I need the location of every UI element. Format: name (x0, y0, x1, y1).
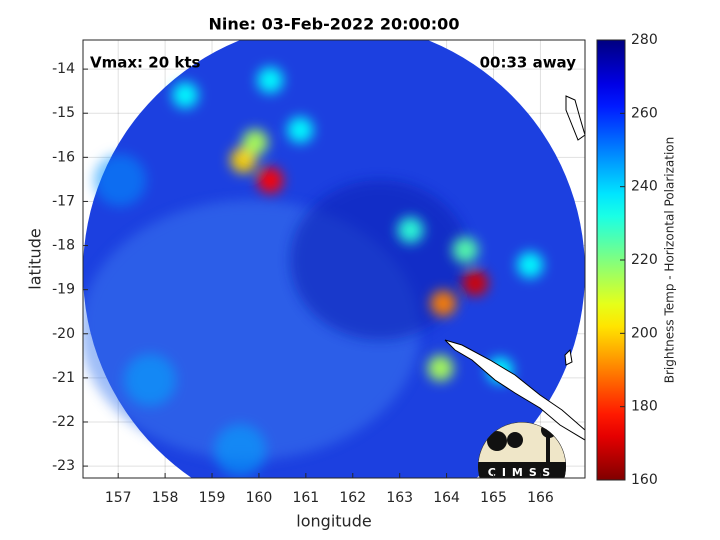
y-axis-label: latitude (26, 228, 45, 289)
annotation: Vmax: 20 kts (90, 54, 200, 72)
hotspots (94, 67, 544, 477)
annotation: 00:33 away (480, 54, 577, 72)
x-tick-label: 163 (386, 490, 413, 506)
coastline (564, 348, 573, 366)
y-tick-label: -16 (52, 149, 75, 165)
x-tick-label: 159 (199, 490, 226, 506)
hotspot (124, 354, 177, 407)
y-tick-label: -22 (52, 414, 75, 430)
coastline (565, 95, 585, 141)
y-tick-label: -20 (52, 326, 75, 342)
colorbar-tick-label: 220 (631, 252, 658, 268)
hotspot (462, 270, 489, 297)
hotspot (214, 424, 267, 477)
colorbar-tick-label: 260 (631, 105, 658, 121)
hotspot (257, 67, 284, 94)
hotspot (287, 116, 314, 143)
x-tick-label: 166 (527, 490, 554, 506)
x-tick-label: 161 (292, 490, 319, 506)
hotspot (257, 167, 284, 194)
hotspot (242, 129, 269, 156)
hotspot (517, 251, 544, 278)
hotspot (452, 236, 479, 263)
hotspot (94, 154, 147, 207)
y-tick-label: -15 (52, 105, 75, 121)
colorbar-tick-label: 280 (631, 32, 658, 48)
x-tick-label: 164 (433, 490, 460, 506)
x-tick-label: 157 (105, 490, 132, 506)
hotspot (430, 290, 457, 317)
x-tick-label: 160 (246, 490, 273, 506)
y-tick-label: -18 (52, 238, 75, 254)
x-axis-label: longitude (296, 512, 371, 531)
x-tick-label: 162 (339, 490, 366, 506)
hotspot (427, 355, 454, 382)
colorbar-tick-label: 180 (631, 399, 658, 415)
hotspot (172, 82, 199, 109)
hotspot (397, 217, 424, 244)
chart-title: Nine: 03-Feb-2022 20:00:00 (209, 15, 460, 34)
logo (478, 422, 566, 478)
y-tick-label: -19 (52, 282, 75, 298)
colorbar-label: Brightness Temp - Horizontal Polarizatio… (663, 137, 677, 384)
swath-shade (290, 180, 470, 340)
coastline (444, 339, 585, 441)
colorbar-tick-label: 200 (631, 325, 658, 341)
logo-text: CIMSS (488, 466, 556, 479)
plot-frame (82, 39, 586, 479)
colorbar-tick-label: 240 (631, 179, 658, 195)
y-tick-label: -21 (52, 370, 75, 386)
colorbar-tick-label: 160 (631, 472, 658, 488)
y-tick-label: -14 (52, 61, 75, 77)
x-tick-label: 165 (480, 490, 507, 506)
y-tick-label: -17 (52, 193, 75, 209)
map: CIMSS (83, 40, 585, 479)
y-tick-label: -23 (52, 458, 75, 474)
x-tick-label: 158 (152, 490, 179, 506)
